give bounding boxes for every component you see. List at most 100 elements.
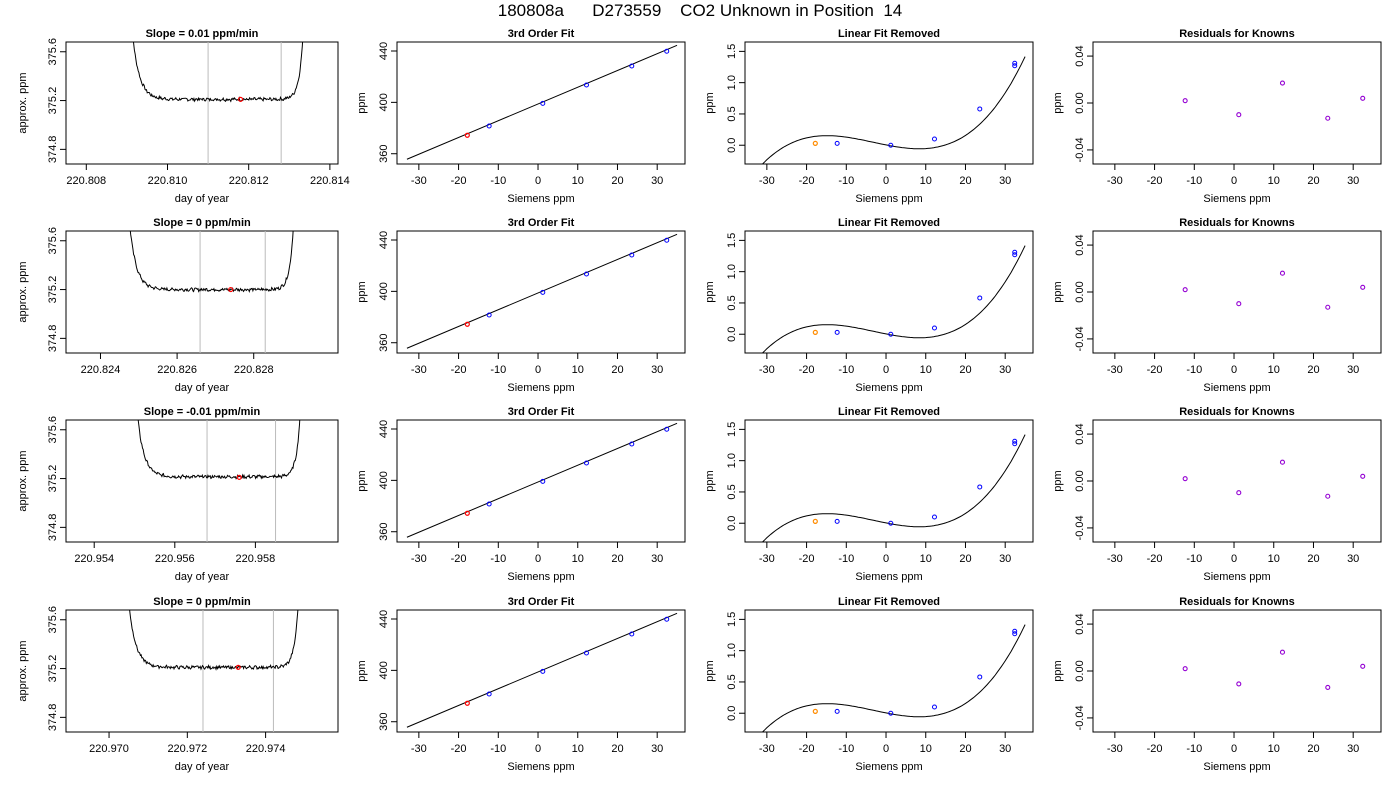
x-tick-label: 0 [535,364,541,376]
y-tick-label: 0.04 [1074,423,1086,444]
x-tick-label: 220.958 [236,553,276,565]
x-axis-label: Siemens ppm [1203,382,1270,394]
x-tick-label: -30 [411,364,427,376]
y-tick-label: 0.5 [726,484,738,499]
x-axis-label: Siemens ppm [1203,571,1270,583]
y-axis-label: ppm [1052,281,1064,302]
plot-area [132,42,304,164]
plot-area [1182,459,1366,499]
x-axis-label: day of year [175,193,230,205]
known-residual-point [1360,473,1366,479]
panel-fit-row-2: 3rd Order Fit -30 -20 -10 0 10 20 30 Siemens ppm… [356,217,686,394]
x-axis-label: Siemens ppm [507,382,574,394]
y-tick-label: 1.0 [726,75,738,90]
known-point [1012,249,1018,255]
x-tick-label: -10 [838,175,854,187]
y-tick-label: 1.5 [726,422,738,437]
known-residual-point [1325,304,1331,310]
x-tick-label: -10 [490,175,506,187]
known-point [977,484,983,490]
plot-area [137,420,301,542]
x-tick-label: 220.826 [157,364,197,376]
known-residual-point [1279,459,1286,465]
plot-frame [65,41,339,165]
x-tick-label: 220.810 [148,175,188,187]
known-point [583,271,589,277]
known-point [888,142,894,148]
x-tick-label: -20 [1147,553,1163,565]
x-tick-label: -10 [838,364,854,376]
x-tick-label: 220.812 [229,175,269,187]
plot-frame [744,419,1034,543]
plot-area [761,434,1026,542]
y-tick-label: 0.0 [726,138,738,153]
x-tick-label: 220.954 [74,553,114,565]
unknown-mean-point [228,286,234,293]
x-tick-label: 10 [572,175,584,187]
y-tick-label: 360 [378,523,390,541]
x-tick-label: 10 [1268,364,1280,376]
y-tick-label: 1.5 [726,233,738,248]
y-axis-label: ppm [1052,470,1064,491]
page-title: 180808a D273559 CO2 Unknown in Position … [497,1,903,20]
panel-fit-row-3: 3rd Order Fit -30 -20 -10 0 10 20 30 Siemens ppm… [356,406,686,583]
y-tick-label: 375.2 [47,655,59,683]
unknown-point [812,140,818,146]
plot-area [406,422,678,538]
x-tick-label: 220.956 [155,553,195,565]
panel-timeseries-row-2: Slope = 0 ppm/min 220.824 220.826 220.828 da… [17,217,339,394]
plot-area [406,612,678,728]
y-tick-label: 0.04 [1074,613,1086,634]
x-axis-label: Siemens ppm [855,761,922,773]
panel-knowns-resid-row-2: Residuals for Knowns -30 -20 -10 0 10 20 30 Siem… [1052,217,1382,394]
y-tick-label: -0.04 [1074,705,1086,730]
x-tick-label: 10 [920,364,932,376]
plot-area [1182,80,1366,121]
known-point [931,514,937,520]
x-tick-label: 30 [1347,364,1359,376]
fit-line [406,612,678,728]
y-axis-label: approx. ppm [17,72,29,133]
x-tick-label: 220.808 [66,175,106,187]
plot-frame [1092,230,1382,354]
y-tick-label: 440 [378,420,390,438]
known-point [664,48,670,54]
x-tick-label: 10 [572,553,584,565]
y-tick-label: 360 [378,334,390,352]
known-residual-point [1236,681,1242,687]
panel-title: Slope = 0 ppm/min [153,217,251,229]
y-tick-label: 374.8 [47,704,59,732]
x-axis-label: day of year [175,761,230,773]
panel-title: Residuals for Knowns [1179,217,1295,229]
y-tick-label: -0.04 [1074,326,1086,351]
y-tick-label: 374.8 [47,325,59,353]
x-tick-label: -30 [1107,743,1123,755]
unknown-point [464,700,470,706]
panel-title: Linear Fit Removed [838,596,940,608]
x-axis-label: Siemens ppm [855,382,922,394]
known-point [540,668,546,674]
plot-frame [1092,419,1382,543]
plot-area [129,610,299,732]
known-residual-point [1360,284,1366,290]
x-tick-label: -10 [490,553,506,565]
panel-fit-row-4: 3rd Order Fit -30 -20 -10 0 10 20 30 Siemens ppm… [356,596,686,773]
y-tick-label: 375.2 [47,87,59,115]
x-tick-label: 10 [1268,553,1280,565]
x-tick-label: 10 [920,553,932,565]
y-axis-label: ppm [356,660,368,681]
x-tick-label: 0 [535,743,541,755]
y-axis-label: ppm [356,470,368,491]
x-tick-label: -30 [759,175,775,187]
y-tick-label: 360 [378,145,390,163]
unknown-mean-point [236,474,242,480]
known-point [888,710,894,716]
plot-area [761,56,1026,164]
y-axis-label: approx. ppm [17,261,29,322]
y-axis-label: ppm [704,92,716,113]
y-tick-label: 375.6 [47,416,59,444]
known-point [1012,631,1018,637]
y-tick-label: 0.00 [1074,92,1086,113]
known-point [931,136,937,142]
